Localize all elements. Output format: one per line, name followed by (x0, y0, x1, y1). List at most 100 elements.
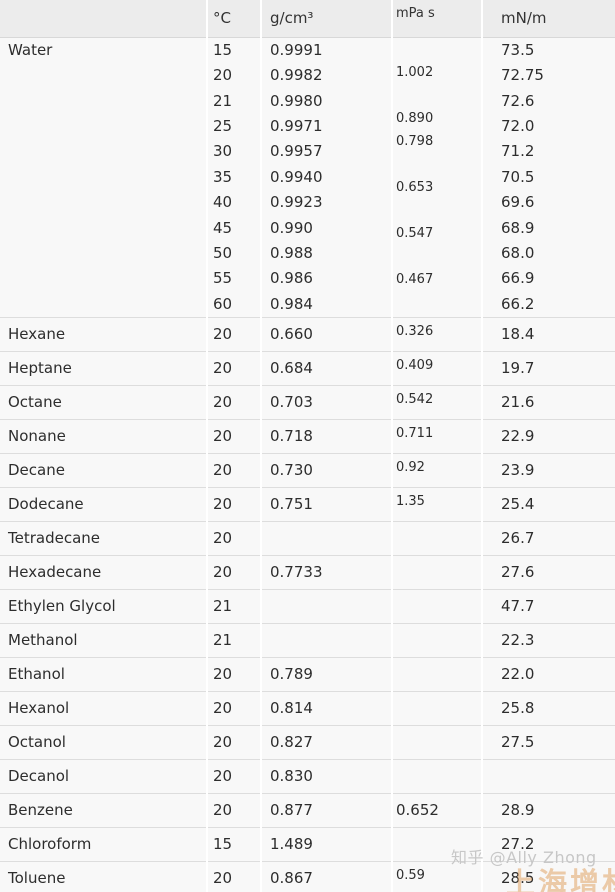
water-density-value: 0.988 (270, 243, 313, 262)
viscosity-value (393, 590, 481, 624)
water-tension-value: 73.5 (501, 41, 535, 59)
header-viscosity: mPa s (393, 0, 481, 38)
water-temp-value: 35 (213, 167, 233, 186)
table-row: Heptane 20 0.684 0.409 19.7 (0, 352, 615, 386)
substance-name: Toluene (0, 862, 206, 892)
table-row: Ethylen Glycol 21 47.7 (0, 590, 615, 624)
water-temp-value: 20 (213, 66, 233, 85)
table-row: Ethanol 20 0.789 22.0 (0, 658, 615, 692)
density-value: 0.660 (262, 318, 391, 352)
surface-tension-value: 25.8 (483, 692, 615, 726)
temperature-value: 20 (208, 454, 260, 488)
density-value: 0.877 (262, 794, 391, 828)
table-row: Hexane 20 0.660 0.326 18.4 (0, 318, 615, 352)
density-value: 0.684 (262, 352, 391, 386)
density-value: 0.789 (262, 658, 391, 692)
water-viscosity-value: 1.002 (396, 65, 434, 80)
header-substance (0, 0, 206, 38)
water-viscosity-value: 0.547 (396, 226, 434, 241)
table-row: Hexadecane 20 0.7733 27.6 (0, 556, 615, 590)
water-viscosity-value: 0.798 (396, 134, 434, 149)
table-row: Tetradecane 20 26.7 (0, 522, 615, 556)
substance-name: Hexanol (0, 692, 206, 726)
water-temp-value: 21 (213, 91, 233, 110)
water-density-value: 0.9991 (270, 41, 323, 59)
water-temp-value: 15 (213, 41, 233, 59)
water-tension-value: 66.2 (501, 294, 535, 313)
water-density-value: 0.9980 (270, 91, 323, 110)
table-header-row: °C g/cm³ mPa s mN/m (0, 0, 615, 38)
viscosity-value: 0.711 (393, 420, 481, 454)
water-density-value: 0.986 (270, 269, 313, 288)
viscosity-value: 0.92 (393, 454, 481, 488)
temperature-value: 20 (208, 760, 260, 794)
substance-name: Decane (0, 454, 206, 488)
header-surface-tension: mN/m (483, 0, 615, 38)
viscosity-value: 1.35 (393, 488, 481, 522)
temperature-value: 21 (208, 624, 260, 658)
surface-tension-value: 28.9 (483, 794, 615, 828)
temperature-value: 20 (208, 862, 260, 892)
surface-tension-value: 18.4 (483, 318, 615, 352)
temperature-value: 20 (208, 794, 260, 828)
viscosity-value (393, 658, 481, 692)
viscosity-value: 0.59 (393, 862, 481, 892)
water-viscosity-value: 0.890 (396, 111, 434, 126)
surface-tension-value: 23.9 (483, 454, 615, 488)
temperature-value: 20 (208, 658, 260, 692)
substance-name: Ethylen Glycol (0, 590, 206, 624)
table-row: Benzene 20 0.877 0.652 28.9 (0, 794, 615, 828)
water-densities-cell: 0.9991 0.9982 0.9980 0.9971 0.9957 0.9940 0.99… (262, 38, 391, 318)
density-value: 0.814 (262, 692, 391, 726)
water-density-value: 0.990 (270, 218, 313, 237)
temperature-value: 20 (208, 692, 260, 726)
water-tension-value: 72.75 (501, 66, 544, 85)
water-temp-value: 50 (213, 243, 233, 262)
water-density-value: 0.9957 (270, 142, 323, 161)
water-tension-value: 71.2 (501, 142, 535, 161)
density-value: 0.751 (262, 488, 391, 522)
table-row: Octane 20 0.703 0.542 21.6 (0, 386, 615, 420)
viscosity-value: 0.542 (393, 386, 481, 420)
water-temperatures-cell: 15 20 21 25 30 35 40 45 50 55 60 (208, 38, 260, 318)
density-value: 1.489 (262, 828, 391, 862)
density-value: 0.867 (262, 862, 391, 892)
surface-tension-value: 22.3 (483, 624, 615, 658)
viscosity-value (393, 624, 481, 658)
density-value: 0.830 (262, 760, 391, 794)
substance-name: Heptane (0, 352, 206, 386)
surface-tension-value: 27.6 (483, 556, 615, 590)
substance-name: Methanol (0, 624, 206, 658)
water-viscosities-cell: 1.002 0.890 0.798 0.653 0.547 0.467 (393, 38, 481, 318)
viscosity-value (393, 692, 481, 726)
water-viscosity-value (396, 153, 481, 176)
water-tension-value: 68.9 (501, 218, 535, 237)
water-temp-value: 30 (213, 142, 233, 161)
water-viscosity-value (396, 199, 481, 222)
water-density-value: 0.9940 (270, 167, 323, 186)
temperature-value: 20 (208, 488, 260, 522)
water-temp-value: 60 (213, 294, 233, 313)
table-body-rows: Hexane 20 0.660 0.326 18.4 Heptane 20 0.684 0.40… (0, 318, 615, 892)
temperature-value: 20 (208, 556, 260, 590)
water-density-value: 0.984 (270, 294, 313, 313)
water-tension-value: 72.6 (501, 91, 535, 110)
table-row: Octanol 20 0.827 27.5 (0, 726, 615, 760)
header-density: g/cm³ (262, 0, 391, 38)
substance-name: Hexadecane (0, 556, 206, 590)
table-row: Dodecane 20 0.751 1.35 25.4 (0, 488, 615, 522)
surface-tension-value: 22.0 (483, 658, 615, 692)
surface-tension-value: 47.7 (483, 590, 615, 624)
table-row: Chloroform 15 1.489 27.2 (0, 828, 615, 862)
density-value (262, 522, 391, 556)
table-row: Toluene 20 0.867 0.59 28.5 (0, 862, 615, 892)
header-temperature: °C (208, 0, 260, 38)
viscosity-value (393, 522, 481, 556)
density-value: 0.827 (262, 726, 391, 760)
water-density-value: 0.9971 (270, 117, 323, 136)
table-row: Methanol 21 22.3 (0, 624, 615, 658)
water-temp-value: 25 (213, 117, 233, 136)
density-value: 0.7733 (262, 556, 391, 590)
surface-tension-value (483, 760, 615, 794)
